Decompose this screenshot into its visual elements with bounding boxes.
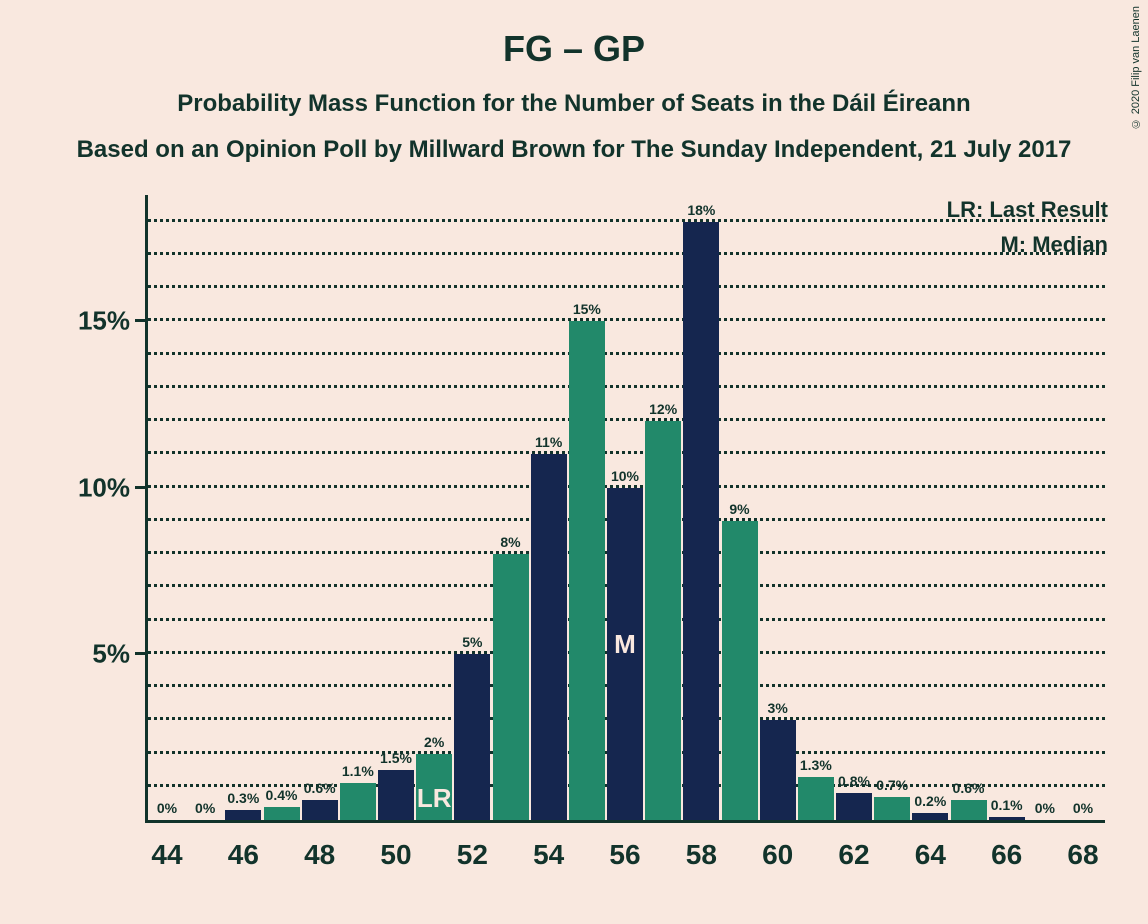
bar — [989, 817, 1025, 820]
x-tick-label: 66 — [991, 839, 1022, 871]
x-tick-label: 44 — [151, 839, 182, 871]
median-marker: M — [614, 629, 636, 660]
chart-subtitle-2: Based on an Opinion Poll by Millward Bro… — [0, 118, 1148, 164]
bar-value-label: 2% — [424, 734, 444, 750]
bar — [569, 321, 605, 820]
x-tick-label: 60 — [762, 839, 793, 871]
bar — [378, 770, 414, 820]
x-tick-label: 56 — [609, 839, 640, 871]
y-tick-label: 15% — [78, 306, 130, 337]
x-axis-line — [145, 820, 1105, 823]
bar — [531, 454, 567, 820]
bar-value-label: 11% — [535, 434, 562, 450]
bar — [302, 800, 338, 820]
gridline — [148, 385, 1105, 388]
bar-value-label: 10% — [611, 468, 639, 484]
bar — [874, 797, 910, 820]
y-tick-mark — [135, 319, 145, 322]
bar-value-label: 0.7% — [876, 777, 908, 793]
x-tick-label: 58 — [686, 839, 717, 871]
bar-value-label: 3% — [768, 700, 788, 716]
bar-value-label: 5% — [462, 634, 482, 650]
bar-value-label: 18% — [687, 202, 715, 218]
bar — [912, 813, 948, 820]
x-tick-label: 64 — [915, 839, 946, 871]
bar — [225, 810, 261, 820]
last-result-marker: LR — [417, 783, 452, 814]
bar-value-label: 0% — [195, 800, 215, 816]
bar-value-label: 9% — [729, 501, 749, 517]
bar — [683, 222, 719, 820]
bar-value-label: 0.1% — [991, 797, 1023, 813]
bar-value-label: 0.6% — [304, 780, 336, 796]
gridline — [148, 418, 1105, 421]
bar — [951, 800, 987, 820]
bar-value-label: 0% — [1073, 800, 1093, 816]
y-axis-line — [145, 195, 148, 823]
bar — [722, 521, 758, 820]
copyright-text: © 2020 Filip van Laenen — [1130, 6, 1142, 129]
bar — [798, 777, 834, 820]
chart-title: FG – GP — [0, 0, 1148, 70]
bar-value-label: 15% — [573, 301, 601, 317]
pmf-bar-chart: 5%10%15%444648505254565860626466680%0%0.… — [145, 195, 1105, 823]
bar-value-label: 0.8% — [838, 773, 870, 789]
y-tick-label: 10% — [78, 472, 130, 503]
gridline — [148, 451, 1105, 454]
bar-value-label: 0.6% — [953, 780, 985, 796]
bar — [454, 654, 490, 820]
y-tick-mark — [135, 486, 145, 489]
gridline — [148, 318, 1105, 321]
bar-value-label: 0% — [157, 800, 177, 816]
bar-value-label: 1.1% — [342, 763, 374, 779]
gridline — [148, 285, 1105, 288]
y-tick-mark — [135, 652, 145, 655]
bar-value-label: 12% — [649, 401, 677, 417]
bar-value-label: 0.2% — [914, 793, 946, 809]
bar-value-label: 1.5% — [380, 750, 412, 766]
bar — [836, 793, 872, 820]
x-tick-label: 62 — [838, 839, 869, 871]
x-tick-label: 46 — [228, 839, 259, 871]
bar — [493, 554, 529, 820]
bar-value-label: 1.3% — [800, 757, 832, 773]
y-tick-label: 5% — [92, 638, 130, 669]
gridline — [148, 219, 1105, 222]
gridline — [148, 352, 1105, 355]
bar-value-label: 8% — [500, 534, 520, 550]
x-tick-label: 48 — [304, 839, 335, 871]
bar — [264, 807, 300, 820]
bar-value-label: 0.3% — [227, 790, 259, 806]
x-tick-label: 68 — [1067, 839, 1098, 871]
bar — [760, 720, 796, 820]
x-tick-label: 50 — [380, 839, 411, 871]
gridline — [148, 252, 1105, 255]
bar — [340, 783, 376, 820]
x-tick-label: 52 — [457, 839, 488, 871]
bar-value-label: 0.4% — [266, 787, 298, 803]
x-tick-label: 54 — [533, 839, 564, 871]
bar — [645, 421, 681, 820]
bar-value-label: 0% — [1035, 800, 1055, 816]
chart-subtitle-1: Probability Mass Function for the Number… — [0, 70, 1148, 118]
